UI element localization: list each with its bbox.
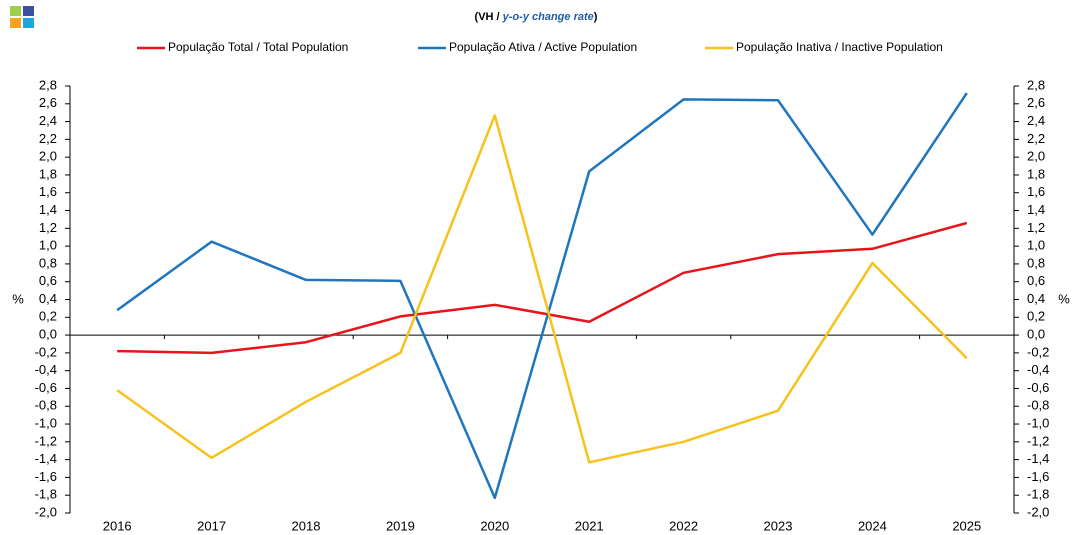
y-tick-label: 0,4 [39, 291, 57, 306]
y-tick-label: -1,2 [35, 433, 57, 448]
subtitle-part: ) [594, 11, 598, 23]
y2-tick-label: -0,4 [1027, 362, 1049, 377]
y2-tick-label: -0,2 [1027, 344, 1049, 359]
y-tick-label: 0,8 [39, 255, 57, 270]
y-tick-label: 2,2 [39, 131, 57, 146]
logo [10, 18, 21, 28]
y-tick-label: 1,2 [39, 220, 57, 235]
x-tick-label: 2018 [292, 518, 321, 533]
y2-tick-label: 1,6 [1027, 184, 1045, 199]
legend-label: População Total / Total Population [168, 40, 348, 54]
logo [23, 18, 34, 28]
y-tick-label: -0,6 [35, 380, 57, 395]
y2-tick-label: -0,6 [1027, 380, 1049, 395]
y-tick-label: 0,6 [39, 273, 57, 288]
y-tick-label: -0,8 [35, 398, 57, 413]
y2-tick-label: 2,6 [1027, 95, 1045, 110]
chart-subtitle: (VH / y-o-y change rate) [475, 11, 598, 23]
y-tick-label: -1,8 [35, 487, 57, 502]
y2-tick-label: 0,6 [1027, 273, 1045, 288]
y2-axis-label: % [1058, 291, 1070, 306]
y2-tick-label: -1,2 [1027, 433, 1049, 448]
y-tick-label: 0,0 [39, 327, 57, 342]
logo [10, 6, 21, 16]
legend-label: População Inativa / Inactive Population [736, 40, 943, 54]
y2-tick-label: 0,8 [1027, 255, 1045, 270]
x-tick-label: 2016 [103, 518, 132, 533]
series-line [116, 114, 968, 464]
y-tick-label: -0,2 [35, 344, 57, 359]
y2-tick-label: 1,8 [1027, 166, 1045, 181]
y2-tick-label: -2,0 [1027, 504, 1049, 519]
series-line [117, 221, 968, 355]
x-tick-label: 2022 [669, 518, 698, 533]
y2-tick-label: -1,8 [1027, 487, 1049, 502]
y2-tick-label: 0,4 [1027, 291, 1045, 306]
y-tick-label: -1,4 [35, 451, 57, 466]
y-tick-label: 2,0 [39, 149, 57, 164]
y-tick-label: 1,4 [39, 202, 57, 217]
y-tick-label: -0,4 [35, 362, 57, 377]
y-tick-label: 2,6 [39, 95, 57, 110]
y-tick-label: 2,8 [39, 77, 57, 92]
y-tick-label: -2,0 [35, 504, 57, 519]
y2-tick-label: 1,2 [1027, 220, 1045, 235]
subtitle-part: (VH / [475, 11, 503, 23]
y2-tick-label: 2,2 [1027, 131, 1045, 146]
x-tick-label: 2024 [858, 518, 887, 533]
y-tick-label: 1,8 [39, 166, 57, 181]
x-tick-label: 2021 [575, 518, 604, 533]
y2-tick-label: 0,0 [1027, 327, 1045, 342]
x-tick-label: 2017 [197, 518, 226, 533]
x-tick-label: 2019 [386, 518, 415, 533]
y2-tick-label: -1,6 [1027, 469, 1049, 484]
y2-tick-label: 0,2 [1027, 309, 1045, 324]
y-axis-label: % [12, 291, 24, 306]
y2-tick-label: -1,0 [1027, 415, 1049, 430]
x-tick-label: 2023 [764, 518, 793, 533]
y-tick-label: 1,0 [39, 238, 57, 253]
y-tick-label: 2,4 [39, 113, 57, 128]
y-tick-label: -1,6 [35, 469, 57, 484]
y-tick-label: -1,0 [35, 415, 57, 430]
legend-label: População Ativa / Active Population [449, 40, 637, 54]
y-tick-label: 0,2 [39, 309, 57, 324]
y2-tick-label: 2,0 [1027, 149, 1045, 164]
y2-tick-label: 1,4 [1027, 202, 1045, 217]
y2-tick-label: -0,8 [1027, 398, 1049, 413]
y2-tick-label: -1,4 [1027, 451, 1049, 466]
logo [23, 6, 34, 16]
x-tick-label: 2020 [480, 518, 509, 533]
subtitle-part: y-o-y change rate [502, 11, 594, 23]
y2-tick-label: 2,4 [1027, 113, 1045, 128]
series-line [116, 92, 968, 500]
y2-tick-label: 1,0 [1027, 238, 1045, 253]
x-tick-label: 2025 [952, 518, 981, 533]
y2-tick-label: 2,8 [1027, 77, 1045, 92]
y-tick-label: 1,6 [39, 184, 57, 199]
